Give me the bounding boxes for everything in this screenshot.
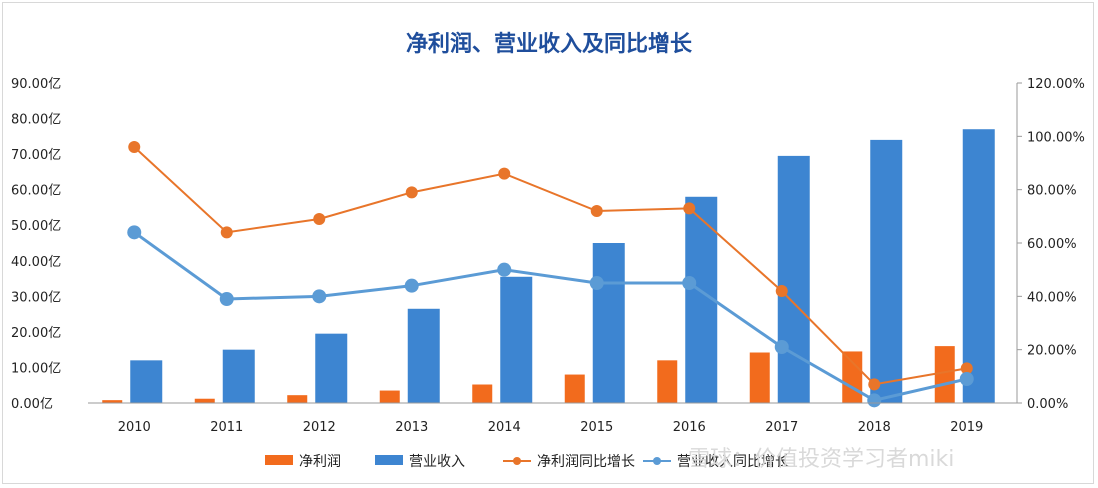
legend-swatch	[375, 455, 403, 465]
point-revenue-growth	[589, 276, 604, 290]
right-tick-label: 40.00%	[1027, 290, 1077, 305]
point-net-profit-growth	[128, 141, 141, 153]
point-net-profit-growth	[313, 213, 326, 225]
category-label: 2018	[858, 420, 891, 435]
left-tick-label: 50.00亿	[11, 219, 61, 234]
left-tick-label: 90.00亿	[11, 77, 61, 92]
point-revenue-growth	[312, 289, 327, 304]
bar-revenue	[407, 308, 440, 403]
bar-revenue	[777, 155, 810, 403]
point-revenue-growth	[127, 225, 142, 240]
category-label: 2010	[118, 420, 151, 435]
point-net-profit-growth	[775, 285, 788, 297]
bar-net-profit	[102, 400, 123, 403]
bar-revenue	[962, 129, 995, 403]
bar-revenue	[315, 333, 348, 403]
bar-net-profit	[564, 374, 585, 403]
right-tick-label: 20.00%	[1027, 344, 1077, 359]
category-label: 2013	[395, 420, 428, 435]
point-net-profit-growth	[405, 186, 418, 199]
legend-label: 营业收入	[409, 454, 465, 470]
bar-net-profit	[472, 384, 493, 403]
point-revenue-growth	[682, 276, 697, 290]
bar-net-profit	[379, 390, 400, 403]
left-tick-label: 60.00亿	[11, 184, 61, 199]
line-net-profit-growth	[133, 146, 967, 386]
legend-label: 营业收入同比增长	[677, 454, 789, 470]
left-tick-label: 80.00亿	[11, 113, 61, 128]
bar-revenue	[870, 139, 903, 403]
point-net-profit-growth	[590, 205, 603, 217]
point-revenue-growth	[404, 278, 419, 293]
right-tick-label: 80.00%	[1027, 184, 1077, 199]
point-revenue-growth	[774, 340, 789, 354]
legend-swatch	[265, 455, 293, 465]
bar-net-profit	[842, 351, 863, 403]
category-label: 2016	[673, 420, 706, 435]
right-axis: 0.00% 20.00% 40.00% 60.00% 80.00% 100.00% 120.…	[1016, 77, 1085, 412]
point-revenue-growth	[219, 292, 234, 306]
line-revenue-growth	[133, 231, 968, 402]
category-label: 2011	[210, 420, 243, 435]
right-tick-label: 60.00%	[1027, 237, 1077, 252]
legend-label: 净利润	[299, 454, 341, 470]
point-net-profit-growth	[868, 378, 881, 391]
left-axis: 0.00亿 10.00亿 20.00亿 30.00亿 40.00亿 50.00亿 60.00…	[11, 77, 61, 412]
left-tick-label: 20.00亿	[11, 326, 61, 341]
bar-revenue	[130, 360, 163, 403]
category-label: 2012	[303, 420, 336, 435]
legend-marker	[513, 457, 521, 465]
legend-label: 净利润同比增长	[537, 454, 635, 470]
left-tick-label: 40.00亿	[11, 255, 61, 270]
right-tick-label: 120.00%	[1027, 77, 1085, 92]
chart: 净利润、营业收入及同比增长 0.00亿 10.00亿 20.00亿 30.00亿 40.…	[11, 31, 1085, 472]
right-tick-label: 100.00%	[1027, 130, 1085, 145]
bar-net-profit	[934, 346, 955, 403]
category-label: 2019	[950, 420, 983, 435]
lines	[127, 141, 974, 408]
bar-net-profit	[194, 398, 215, 403]
bar-revenue	[222, 349, 255, 403]
point-net-profit-growth	[498, 167, 511, 180]
legend: 净利润 营业收入 净利润同比增长 营业收入同比增长	[265, 454, 789, 470]
bar-revenue	[592, 243, 625, 403]
left-tick-label: 0.00亿	[11, 397, 53, 412]
point-revenue-growth	[959, 372, 974, 386]
left-tick-label: 70.00亿	[11, 148, 61, 163]
bar-net-profit	[749, 352, 770, 403]
bar-net-profit	[287, 395, 308, 403]
point-revenue-growth	[497, 262, 512, 277]
watermark-text: 雪球：价值投资学习者miki	[688, 447, 954, 472]
left-tick-label: 10.00亿	[11, 361, 61, 376]
right-tick-label: 0.00%	[1027, 397, 1068, 412]
category-label: 2017	[765, 420, 798, 435]
left-tick-label: 30.00亿	[11, 290, 61, 305]
bar-net-profit	[657, 360, 678, 403]
category-label: 2015	[580, 420, 613, 435]
point-net-profit-growth	[220, 226, 233, 239]
bar-revenue	[500, 276, 533, 403]
point-net-profit-growth	[960, 362, 973, 375]
legend-marker	[653, 457, 661, 465]
point-net-profit-growth	[683, 202, 696, 215]
category-label: 2014	[488, 420, 521, 435]
category-axis: 2010 2011 2012 2013 2014 2015 2016 2017 2018 2019	[88, 402, 1017, 435]
bars	[102, 129, 995, 403]
point-revenue-growth	[867, 393, 882, 408]
chart-title: 净利润、营业收入及同比增长	[406, 31, 693, 57]
